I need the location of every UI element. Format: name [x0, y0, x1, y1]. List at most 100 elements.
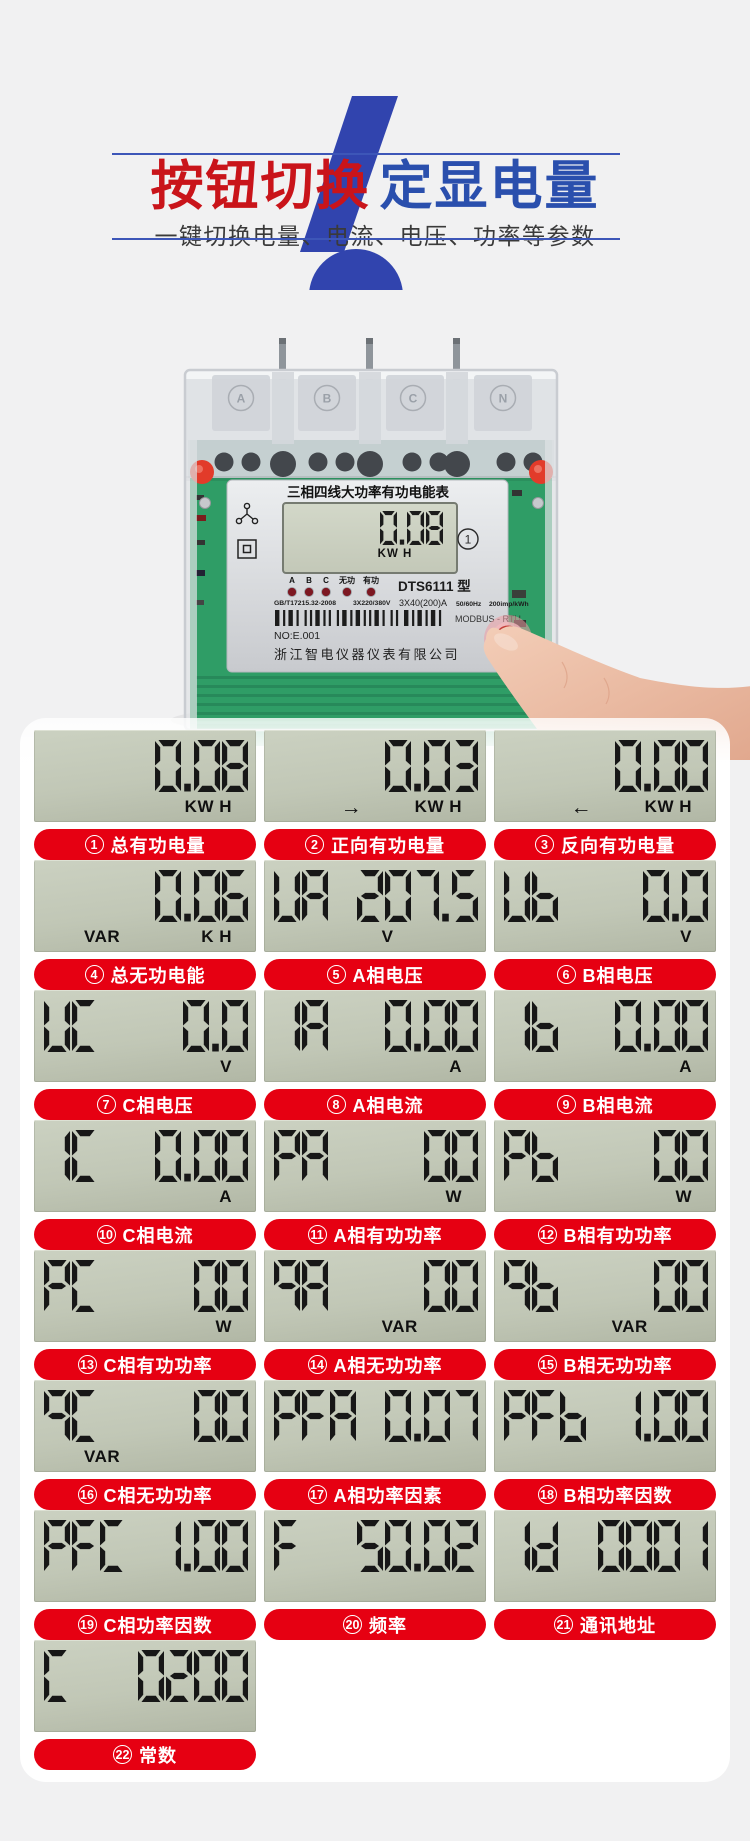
lcd-value — [615, 1390, 708, 1442]
svg-text:有功: 有功 — [363, 575, 379, 585]
lcd-screen — [494, 1380, 716, 1472]
label-text: 反向有功电量 — [561, 835, 675, 856]
lcd-unit: VAR — [84, 927, 121, 946]
lcd-screen — [264, 1510, 486, 1602]
lcd-value — [155, 1130, 248, 1182]
circled-number: 15 — [537, 1355, 557, 1374]
circled-number: 6 — [556, 965, 576, 984]
display-item-label: 9 B相电流 — [494, 1089, 716, 1120]
lcd-screen: VAR K H — [34, 860, 256, 952]
display-item-label: 1 总有功电量 — [34, 829, 256, 860]
lcd-screen: A — [264, 990, 486, 1082]
terminal-label-a: A — [237, 392, 246, 406]
lcd-unit: A — [219, 1187, 232, 1206]
label-text: B相有功功率 — [563, 1225, 673, 1246]
lcd-screen: V — [34, 990, 256, 1082]
label-text: C相电压 — [122, 1095, 194, 1116]
lcd-screen — [264, 1380, 486, 1472]
lcd-screen: W — [494, 1120, 716, 1212]
meter-name-label: 三相四线大功率有功电能表 — [287, 484, 449, 500]
display-item-3: ← KW H 3 反向有功电量 — [494, 730, 716, 860]
display-item-label: 2 正向有功电量 — [264, 829, 486, 860]
label-text: A相有功功率 — [333, 1225, 443, 1246]
label-text: 常数 — [139, 1745, 177, 1766]
spec-line: GB/T17215.32-2008 3X220/380V 3X40(200)A … — [274, 598, 529, 608]
lcd-unit: A — [679, 1057, 692, 1076]
display-item-label: 19 C相功率因数 — [34, 1609, 256, 1640]
lcd-unit: W — [215, 1317, 232, 1336]
svg-text:200imp/kWh: 200imp/kWh — [489, 601, 529, 608]
label-text: A相电压 — [352, 965, 424, 986]
lcd-screen — [494, 1510, 716, 1602]
display-item-22: 22 常数 — [34, 1640, 256, 1770]
display-item-15: VAR 15 B相无功功率 — [494, 1250, 716, 1380]
indicator-leds — [287, 587, 376, 597]
circled-number: 10 — [96, 1225, 116, 1244]
circled-number: 4 — [84, 965, 104, 984]
meter-lcd-unit: KW H — [377, 548, 413, 560]
display-item-label: 22 常数 — [34, 1739, 256, 1770]
terminal-label-b: B — [323, 392, 332, 406]
display-item-7: V 7 C相电压 — [34, 990, 256, 1120]
display-item-label: 10 C相电流 — [34, 1219, 256, 1250]
label-text: B相功率因数 — [563, 1485, 673, 1506]
label-text: 通讯地址 — [580, 1615, 656, 1636]
circled-number: 16 — [77, 1485, 97, 1504]
circled-number: 9 — [556, 1095, 576, 1114]
lcd-screen: VAR — [34, 1380, 256, 1472]
lcd-prefix — [274, 1130, 328, 1182]
display-item-1: KW H 1 总有功电量 — [34, 730, 256, 860]
display-item-label: 13 C相有功功率 — [34, 1349, 256, 1380]
display-item-label: 8 A相电流 — [264, 1089, 486, 1120]
terminal-label-n: N — [499, 392, 508, 406]
lcd-value — [155, 870, 248, 922]
lcd-screen — [34, 1640, 256, 1732]
lcd-prefix — [504, 1260, 558, 1312]
lcd-prefix — [44, 1520, 126, 1572]
lcd-value — [357, 870, 478, 922]
svg-text:GB/T17215.32-2008: GB/T17215.32-2008 — [274, 600, 336, 607]
big-numeral-6: 6 — [300, 96, 403, 290]
label-text: A相电流 — [352, 1095, 424, 1116]
display-item-label: 3 反向有功电量 — [494, 829, 716, 860]
meter-photo: A B C N — [0, 290, 750, 760]
lcd-unit: KW H — [414, 797, 462, 816]
display-item-2: → KW H 2 正向有功电量 — [264, 730, 486, 860]
circled-number: 2 — [305, 835, 324, 854]
circled-number: 5 — [326, 965, 346, 984]
display-item-16: VAR 16 C相无功功率 — [34, 1380, 256, 1510]
display-item-label: 4 总无功电能 — [34, 959, 256, 990]
display-item-11: W 11 A相有功功率 — [264, 1120, 486, 1250]
circled-number: 20 — [343, 1615, 362, 1634]
svg-text:无功: 无功 — [338, 575, 355, 585]
page-subtitle: 一键切换电量、电流、电压、功率等参数 — [154, 223, 596, 249]
display-item-17: 17 A相功率因素 — [264, 1380, 486, 1510]
display-item-10: A 10 C相电流 — [34, 1120, 256, 1250]
lcd-value — [183, 1000, 248, 1052]
lcd-unit: VAR — [611, 1317, 648, 1336]
lcd-screen: → KW H — [264, 730, 486, 822]
label-text: 总无功电能 — [110, 965, 206, 986]
label-text: 频率 — [369, 1615, 407, 1636]
lcd-value — [385, 740, 478, 792]
display-item-6: V 6 B相电压 — [494, 860, 716, 990]
label-text: C相功率因数 — [103, 1615, 213, 1636]
lcd-value — [643, 870, 708, 922]
lcd-badge-number: 1 — [465, 533, 472, 547]
label-text: C相电流 — [122, 1225, 194, 1246]
square-icon — [237, 539, 257, 559]
serial-number: NO:E.001 — [274, 630, 320, 642]
circled-number: 13 — [77, 1355, 97, 1374]
label-text: B相电压 — [582, 965, 654, 986]
lcd-prefix — [44, 1650, 70, 1702]
display-item-18: 18 B相功率因数 — [494, 1380, 716, 1510]
lcd-screen: VAR — [494, 1250, 716, 1342]
display-item-label: 15 B相无功功率 — [494, 1349, 716, 1380]
display-item-label: 12 B相有功功率 — [494, 1219, 716, 1250]
lcd-prefix — [44, 1130, 98, 1182]
barcode — [275, 610, 442, 626]
label-text: A相无功功率 — [333, 1355, 443, 1376]
svg-text:50/60Hz: 50/60Hz — [456, 601, 482, 608]
lcd-unit: A — [449, 1057, 462, 1076]
display-item-label: 21 通讯地址 — [494, 1609, 716, 1640]
